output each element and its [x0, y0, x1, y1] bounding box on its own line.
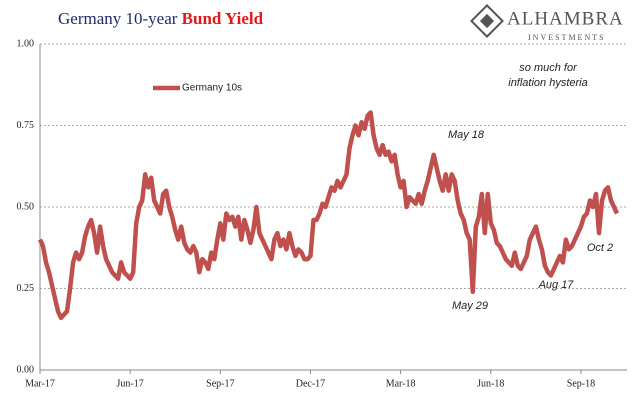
y-tick-label: 0.50: [17, 201, 35, 212]
logo-name: ALHAMBRA: [507, 8, 624, 29]
annotation: May 29: [452, 300, 488, 312]
annotation: Oct 2: [587, 242, 613, 254]
x-tick-label: Jun-18: [477, 378, 504, 389]
title-main: Germany 10-year: [58, 9, 178, 28]
y-tick-label: 1.00: [17, 38, 35, 49]
legend-label: Germany 10s: [182, 83, 242, 94]
logo-icon: [470, 4, 504, 38]
annotation: Aug 17: [538, 279, 575, 291]
logo-tagline: INVESTMENTS: [528, 33, 606, 42]
annotation: May 18: [448, 129, 485, 141]
logo: ALHAMBRA INVESTMENTS: [470, 4, 624, 42]
x-tick-label: Sep-17: [206, 378, 234, 389]
chart-title: Germany 10-year Bund Yield: [58, 9, 264, 28]
logo-icon-inner: [479, 13, 495, 29]
x-tick-label: Dec-17: [296, 378, 325, 389]
series-line: [37, 110, 620, 321]
x-tick-label: Jun-17: [117, 378, 144, 389]
y-tick-label: 0.75: [17, 120, 35, 131]
annotation: inflation hysteria: [508, 77, 588, 89]
y-tick-label: 0.00: [17, 364, 35, 375]
x-tick-label: Sep-18: [567, 378, 595, 389]
title-emphasis: Bund Yield: [182, 9, 264, 28]
x-tick-label: Mar-17: [25, 378, 55, 389]
y-tick-label: 0.25: [17, 283, 35, 294]
annotation: so much for: [519, 62, 578, 74]
x-tick-label: Mar-18: [386, 378, 416, 389]
